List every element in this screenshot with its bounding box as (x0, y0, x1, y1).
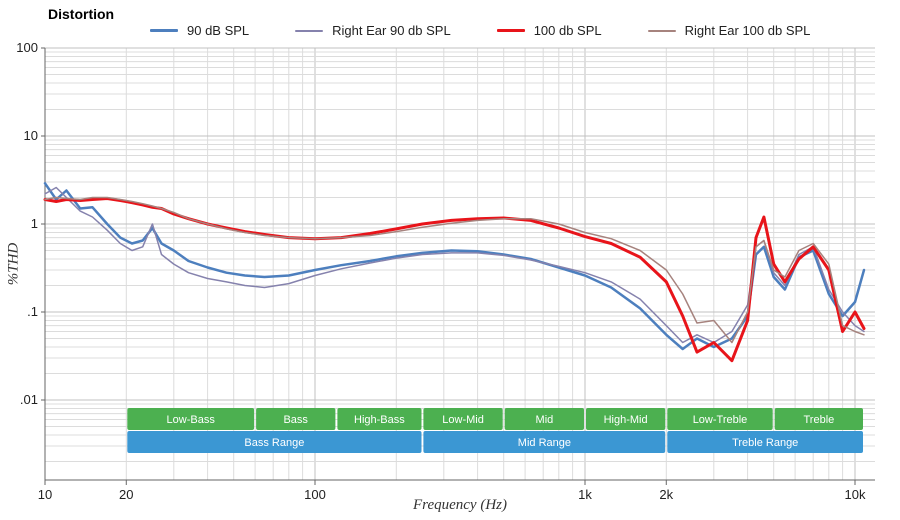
band-treble (774, 408, 863, 430)
legend-item-right-ear-90-db-spl[interactable]: Right Ear 90 db SPL (295, 23, 451, 38)
band-range-mid-range (423, 431, 666, 453)
legend-label: 100 db SPL (533, 23, 602, 38)
series-100-db-spl (43, 197, 866, 363)
band-label: Bass (283, 414, 308, 426)
band-high-bass (337, 408, 422, 430)
band-low-bass (127, 408, 255, 430)
y-tick-label: .01 (20, 392, 38, 407)
band-bass (256, 408, 336, 430)
chart-title: Distortion (48, 6, 115, 22)
band-label: High-Mid (604, 414, 648, 426)
y-tick-label: 1 (31, 216, 38, 231)
series-90-db-spl (43, 182, 866, 351)
legend-line-swatch (295, 29, 324, 32)
band-label: Low-Bass (167, 414, 216, 426)
legend-label: 90 dB SPL (187, 23, 250, 38)
band-low-mid (423, 408, 503, 430)
band-high-mid (586, 408, 666, 430)
y-tick-label: .1 (27, 304, 38, 319)
legend-item-right-ear-100-db-spl[interactable]: Right Ear 100 db SPL (647, 23, 811, 38)
legend-line-swatch (150, 29, 178, 32)
x-tick-label: 10 (38, 487, 52, 502)
band-range-bass-range (127, 431, 422, 453)
band-label: Treble Range (732, 437, 798, 449)
x-tick-label: 10k (845, 487, 866, 502)
band-rows: Low-Bass Bass High-Bass Low-Mid Mid High-Mid L… (127, 408, 863, 453)
y-tick-label: 100 (16, 40, 38, 55)
band-low-treble (667, 408, 773, 430)
legend-label: Right Ear 90 db SPL (332, 23, 451, 38)
axes: 10 20 100 1k 2k 10k 100 10 1 .1 .01 (16, 40, 875, 502)
series-right-ear-100-db-spl (44, 196, 865, 344)
legend-item-100-db-spl[interactable]: 100 db SPL (496, 23, 602, 38)
band-label: Treble (804, 414, 835, 426)
band-label: Mid Range (518, 437, 571, 449)
legend-label: Right Ear 100 db SPL (684, 23, 811, 38)
x-axis-label: Frequency (Hz) (413, 497, 507, 513)
x-tick-label: 20 (119, 487, 133, 502)
legend-line-swatch (647, 29, 676, 32)
band-range-treble-range (667, 431, 863, 453)
band-label: Mid (536, 414, 554, 426)
legend-item-90-db-spl[interactable]: 90 dB SPL (150, 23, 249, 38)
band-label: High-Bass (354, 414, 405, 426)
legend: 90 dB SPL Right Ear 90 db SPL 100 db SPL Ri… (150, 23, 810, 38)
x-tick-label: 1k (578, 487, 592, 502)
band-label: Low-Treble (693, 414, 748, 426)
y-tick-label: 10 (24, 128, 38, 143)
x-tick-label: 2k (659, 487, 673, 502)
band-mid (504, 408, 584, 430)
x-tick-label: 100 (304, 487, 326, 502)
y-axis-label: %THD (5, 242, 22, 286)
band-label: Low-Mid (442, 414, 484, 426)
series-curves (43, 182, 866, 363)
legend-line-swatch (496, 28, 525, 33)
band-label: Bass Range (244, 437, 304, 449)
